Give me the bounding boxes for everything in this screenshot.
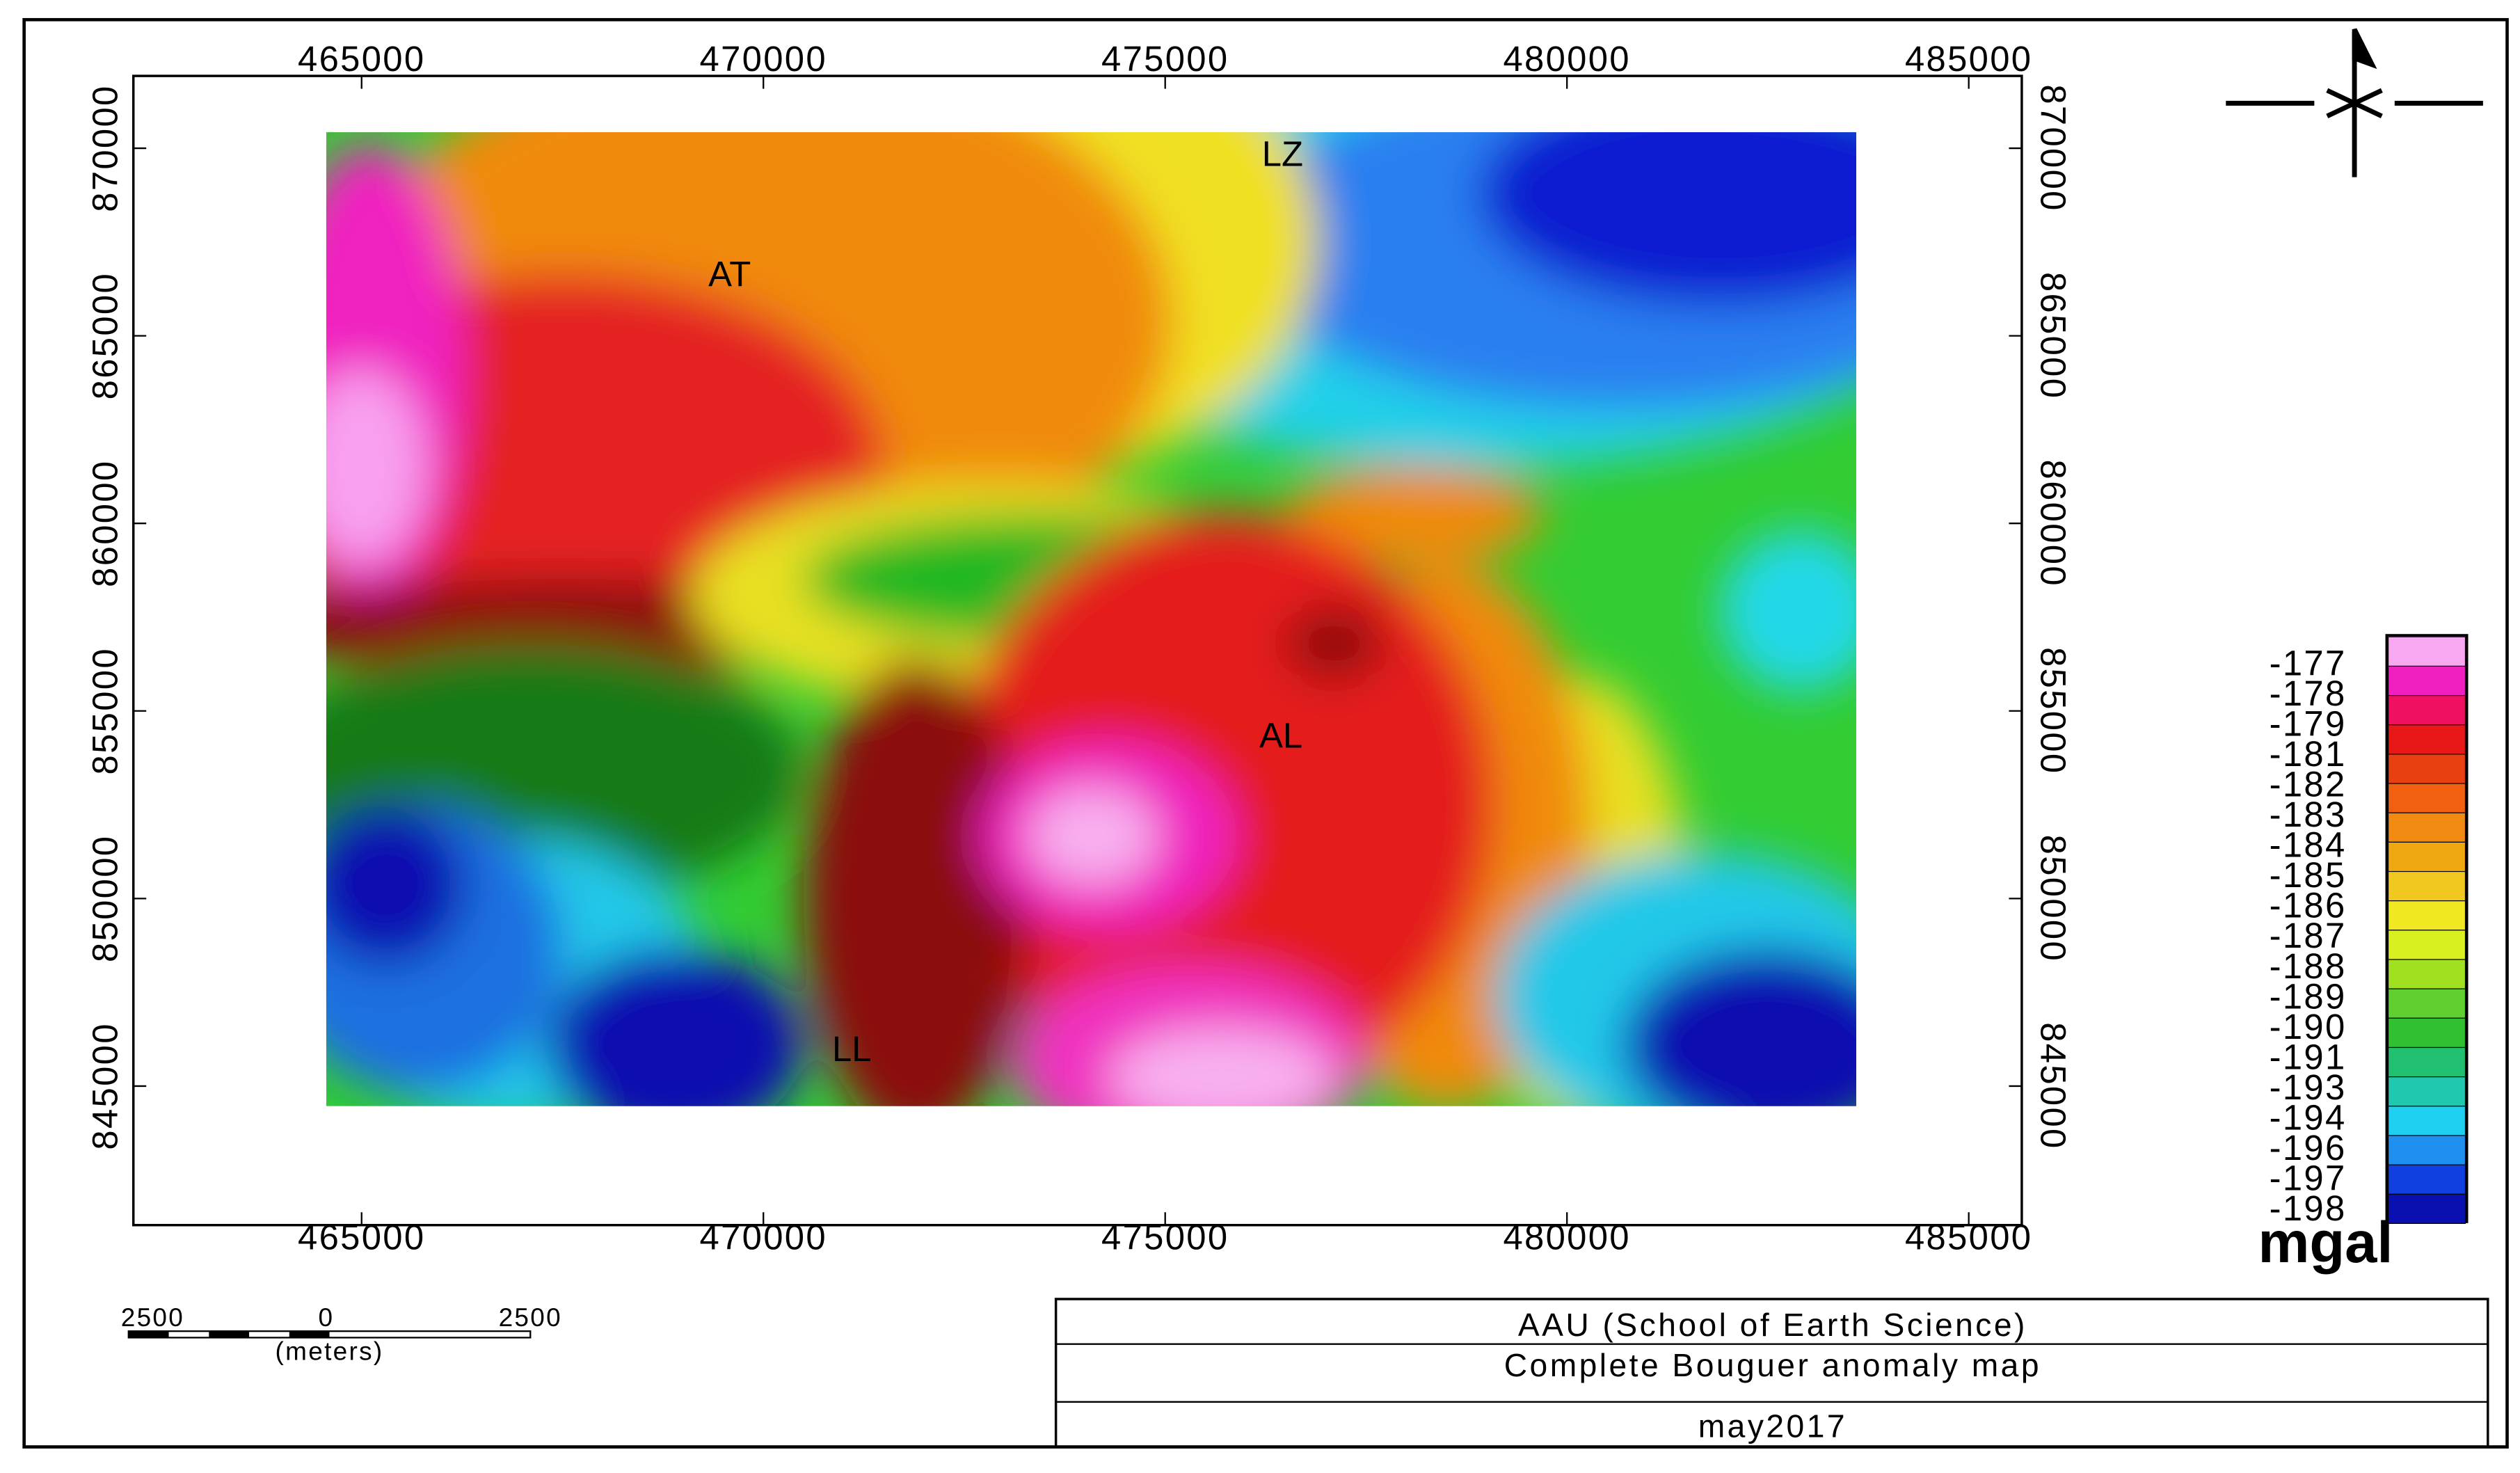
colorbar-band — [2388, 841, 2466, 873]
legend-label: -190 — [2270, 1007, 2347, 1046]
colorbar-band — [2388, 783, 2466, 813]
colorbar-band — [2388, 1164, 2466, 1195]
map-title: Complete Bouguer anomaly map — [1504, 1347, 2041, 1383]
x-tick-label: 480000 — [1504, 39, 1631, 79]
y-tick-label: 850000 — [86, 835, 125, 962]
legend-label: -179 — [2270, 704, 2347, 744]
legend-label: -185 — [2270, 855, 2347, 895]
colorbar-band — [2388, 1106, 2466, 1136]
y-tick-label: 845000 — [86, 1022, 125, 1149]
x-tick-label: 485000 — [1905, 39, 2032, 79]
colorbar-band — [2388, 695, 2466, 726]
legend-label: -188 — [2270, 946, 2347, 986]
legend-label: -181 — [2270, 734, 2347, 774]
colorbar-band — [2388, 665, 2466, 696]
x-tick-label: 480000 — [1504, 1217, 1631, 1257]
colorbar-band — [2388, 1076, 2466, 1107]
map-frame — [131, 74, 2023, 1227]
colorbar-band — [2388, 988, 2466, 1019]
area-label: LL — [832, 1029, 872, 1069]
north-arrow — [2226, 28, 2483, 177]
colorbar-band — [2388, 1193, 2466, 1224]
x-tick-label: 475000 — [1101, 1217, 1229, 1257]
colorbar-band — [2388, 1017, 2466, 1049]
legend-label: -197 — [2270, 1158, 2347, 1197]
y-tick-label: 860000 — [2034, 460, 2073, 587]
legend-label: -186 — [2270, 886, 2347, 925]
x-tick-label: 475000 — [1101, 39, 1229, 79]
y-tick-label: 845000 — [2034, 1022, 2073, 1149]
colorbar-band — [2388, 754, 2466, 784]
x-tick-label: 485000 — [1905, 1217, 2032, 1257]
x-tick-label: 465000 — [298, 1217, 425, 1257]
legend-label: -187 — [2270, 916, 2347, 955]
legend-label: -191 — [2270, 1037, 2347, 1076]
x-tick-label: 465000 — [298, 39, 425, 79]
legend-label: -198 — [2270, 1188, 2347, 1228]
colorbar-band — [2388, 724, 2466, 755]
scale-tick-label: 2500 — [121, 1303, 184, 1332]
colorbar-band — [2388, 636, 2466, 667]
anomaly-surface — [326, 132, 1856, 1106]
area-label: LZ — [1262, 134, 1303, 173]
legend-label: -194 — [2270, 1097, 2347, 1137]
y-tick-label: 850000 — [2034, 835, 2073, 962]
legend-label: -189 — [2270, 976, 2347, 1016]
colorbar-band — [2388, 1046, 2466, 1078]
y-tick-label: 855000 — [2034, 647, 2073, 774]
scale-bar-segment — [209, 1331, 250, 1338]
colorbar-band — [2388, 812, 2466, 843]
institution: AAU (School of Earth Science) — [1518, 1307, 2027, 1343]
colorbar-band — [2388, 1135, 2466, 1165]
legend-unit: mgal — [2258, 1210, 2393, 1275]
legend-label: -184 — [2270, 825, 2347, 865]
area-label: AL — [1259, 716, 1302, 756]
map-date: may2017 — [1698, 1408, 1847, 1444]
legend-label: -193 — [2270, 1067, 2347, 1107]
legend-label: -182 — [2270, 765, 2347, 804]
colorbar-band — [2388, 870, 2466, 902]
legend-label: -178 — [2270, 674, 2347, 713]
y-tick-label: 870000 — [86, 84, 125, 212]
title-block: AAU (School of Earth Science) Complete B… — [1054, 1298, 2489, 1449]
legend-label: -183 — [2270, 795, 2347, 834]
scale-bar-segment — [289, 1331, 330, 1338]
colorbar-band — [2388, 900, 2466, 931]
y-tick-label: 870000 — [2034, 84, 2073, 212]
x-tick-label: 470000 — [700, 1217, 827, 1257]
y-tick-label: 865000 — [2034, 272, 2073, 399]
colorbar-band — [2388, 959, 2466, 989]
legend-label: -196 — [2270, 1128, 2347, 1168]
area-label: AT — [708, 255, 751, 294]
y-tick-label: 860000 — [86, 460, 125, 587]
scale-tick-label: 2500 — [499, 1303, 562, 1332]
legend-label: -177 — [2270, 644, 2347, 683]
x-tick-label: 470000 — [700, 39, 827, 79]
y-tick-label: 855000 — [86, 647, 125, 774]
y-tick-label: 865000 — [86, 272, 125, 399]
scale-unit: (meters) — [276, 1337, 384, 1366]
scale-bar-segment — [128, 1331, 169, 1338]
scale-tick-label: 0 — [318, 1303, 334, 1332]
colorbar-band — [2388, 930, 2466, 960]
